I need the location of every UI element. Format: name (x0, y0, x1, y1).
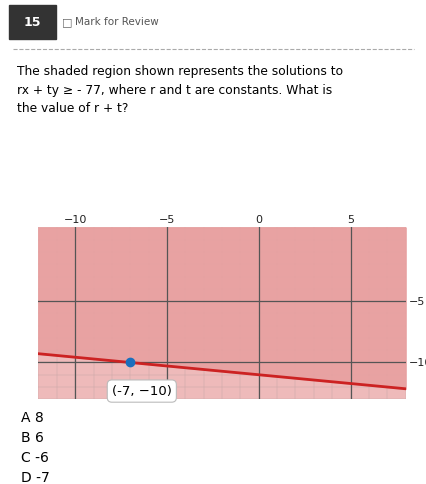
FancyBboxPatch shape (9, 5, 55, 40)
Text: Mark for Review: Mark for Review (75, 17, 158, 27)
Text: B 6: B 6 (21, 431, 44, 445)
Text: The shaded region shown represents the solutions to
rx + ty ≥ - 77, where r and : The shaded region shown represents the s… (17, 65, 343, 115)
Text: 15: 15 (23, 15, 40, 29)
Text: C -6: C -6 (21, 451, 49, 465)
Text: A 8: A 8 (21, 411, 43, 425)
Text: (-7, −10): (-7, −10) (112, 385, 171, 397)
Text: □: □ (62, 17, 72, 27)
Text: D -7: D -7 (21, 471, 49, 484)
